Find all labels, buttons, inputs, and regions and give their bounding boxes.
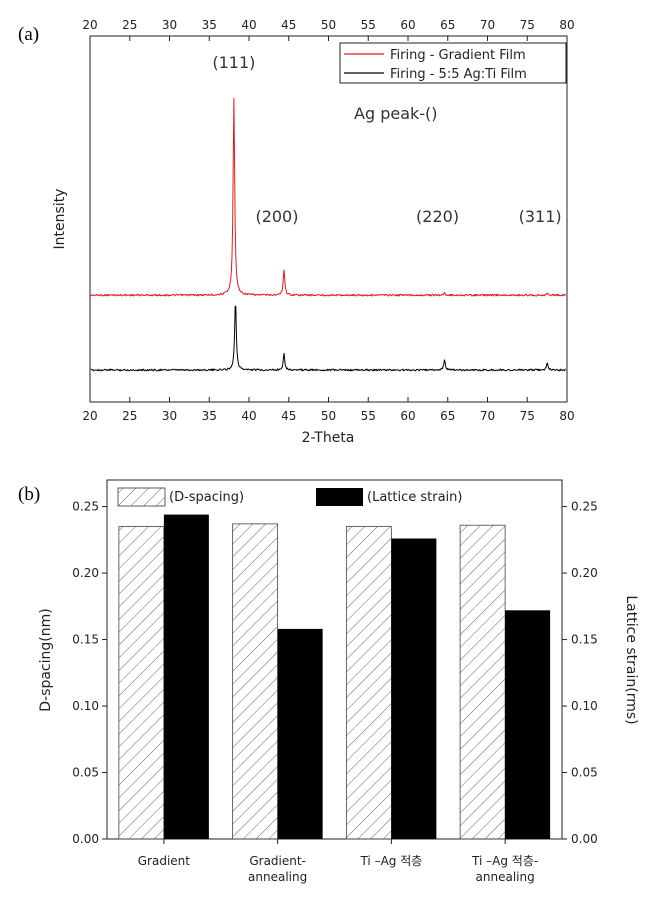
xrd-x-tick-label: 35 bbox=[202, 409, 217, 423]
x-category-label: Gradient bbox=[138, 854, 191, 868]
left-y-tick-label: 0.10 bbox=[72, 699, 99, 713]
xrd-x-tick-label: 20 bbox=[82, 409, 97, 423]
xrd-y-axis-label: Intensity bbox=[52, 189, 68, 250]
bar-d-spacing bbox=[345, 526, 392, 840]
xrd-x-tick-label-top: 25 bbox=[122, 18, 137, 32]
xrd-x-tick-label-top: 40 bbox=[241, 18, 256, 32]
d-spacing-axis-label: D-spacing(nm) bbox=[38, 608, 54, 711]
xrd-x-tick-label: 70 bbox=[480, 409, 495, 423]
xrd-x-tick-label: 65 bbox=[440, 409, 455, 423]
panel-a-label: (a) bbox=[18, 24, 39, 45]
xrd-x-tick-label: 80 bbox=[559, 409, 574, 423]
xrd-x-axis-label: 2-Theta bbox=[302, 430, 355, 446]
x-category-label: Gradient-annealing bbox=[248, 854, 307, 884]
xrd-x-tick-label-top: 65 bbox=[440, 18, 455, 32]
bar-lattice-strain bbox=[163, 514, 209, 839]
xrd-x-tick-label-top: 45 bbox=[281, 18, 296, 32]
xrd-legend-box bbox=[339, 42, 567, 84]
ag-peak-annotation: Ag peak-() bbox=[354, 104, 438, 123]
legend-swatch-lattice-strain bbox=[316, 488, 363, 506]
xrd-x-tick-label-top: 75 bbox=[520, 18, 535, 32]
bar-d-spacing bbox=[118, 526, 165, 840]
peak-label: (220) bbox=[416, 207, 459, 226]
peak-label: (111) bbox=[212, 53, 255, 72]
legend-label-lattice-strain: (Lattice strain) bbox=[367, 490, 462, 505]
bar-lattice-strain bbox=[391, 538, 437, 839]
lattice-strain-axis-label: Lattice strain(rms) bbox=[623, 595, 639, 724]
bar-d-spacing bbox=[459, 524, 506, 840]
xrd-x-tick-label-top: 20 bbox=[82, 18, 97, 32]
right-y-tick-label: 0.10 bbox=[571, 699, 598, 713]
x-category-label: Ti –Ag 적층 bbox=[359, 854, 422, 868]
xrd-x-tick-label: 75 bbox=[520, 409, 535, 423]
left-y-tick-label: 0.05 bbox=[72, 766, 99, 780]
xrd-line-gradient bbox=[90, 97, 567, 297]
bar-d-spacing bbox=[232, 523, 279, 840]
left-y-tick-label: 0.20 bbox=[72, 566, 99, 580]
bar-lattice-strain bbox=[505, 610, 551, 839]
xrd-x-tick-label: 55 bbox=[361, 409, 376, 423]
legend-swatch-d-spacing bbox=[117, 487, 166, 507]
bar-lattice-strain bbox=[277, 628, 323, 839]
xrd-x-tick-label: 50 bbox=[321, 409, 336, 423]
left-y-tick-label: 0.15 bbox=[72, 633, 99, 647]
bar-chart: (b) 0.00 0.00 0.05 0.05 0.10 0.10 0.15 0.15 0.20… bbox=[18, 479, 639, 884]
left-y-tick-label: 0.00 bbox=[72, 832, 99, 846]
xrd-x-tick-label: 45 bbox=[281, 409, 296, 423]
xrd-x-tick-label-top: 35 bbox=[202, 18, 217, 32]
xrd-line-agti bbox=[90, 305, 566, 372]
panel-b-label: (b) bbox=[18, 484, 40, 505]
peak-label: (200) bbox=[255, 207, 298, 226]
xrd-x-tick-label-top: 50 bbox=[321, 18, 336, 32]
xrd-x-tick-label-top: 60 bbox=[400, 18, 415, 32]
xrd-x-tick-label-top: 70 bbox=[480, 18, 495, 32]
left-y-tick-label: 0.25 bbox=[72, 500, 99, 514]
x-category-label: Ti –Ag 적층-annealing bbox=[471, 854, 538, 884]
right-y-tick-label: 0.15 bbox=[571, 633, 598, 647]
right-y-tick-label: 0.05 bbox=[571, 766, 598, 780]
xrd-x-tick-label: 30 bbox=[162, 409, 177, 423]
legend-label-d-spacing: (D-spacing) bbox=[169, 490, 244, 505]
xrd-x-tick-label: 25 bbox=[122, 409, 137, 423]
peak-label: (311) bbox=[519, 207, 562, 226]
right-y-tick-label: 0.00 bbox=[571, 832, 598, 846]
xrd-x-tick-label-top: 55 bbox=[361, 18, 376, 32]
bar-legend: (D-spacing) (Lattice strain) bbox=[117, 487, 462, 507]
xrd-x-tick-label: 40 bbox=[241, 409, 256, 423]
bar-plot-frame bbox=[106, 479, 563, 840]
right-y-tick-label: 0.20 bbox=[571, 566, 598, 580]
xrd-x-tick-label-top: 30 bbox=[162, 18, 177, 32]
xrd-x-tick-label-top: 80 bbox=[559, 18, 574, 32]
xrd-legend: Firing - Gradient Film Firing - 5:5 Ag:T… bbox=[339, 42, 567, 84]
xrd-x-tick-label: 60 bbox=[400, 409, 415, 423]
legend-label-gradient: Firing - Gradient Film bbox=[390, 48, 526, 63]
right-y-tick-label: 0.25 bbox=[571, 500, 598, 514]
xrd-chart: (a) 20 20 25 25 30 30 35 35 40 40 45 45 50 50 55 55 60 60… bbox=[18, 18, 575, 446]
legend-label-agti: Firing - 5:5 Ag:Ti Film bbox=[390, 67, 527, 82]
xrd-plot-frame bbox=[89, 35, 568, 403]
